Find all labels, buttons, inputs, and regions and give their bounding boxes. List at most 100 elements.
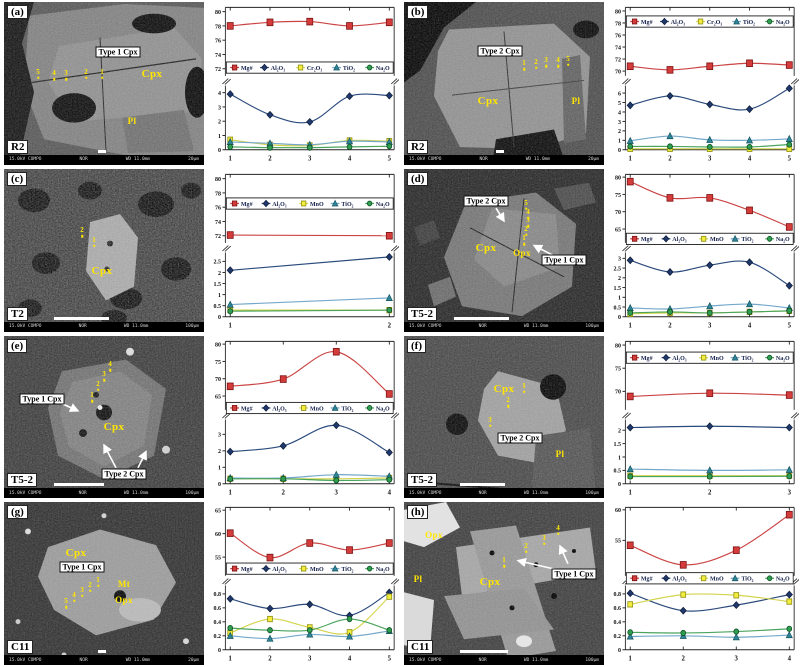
svg-text:MnO: MnO bbox=[310, 566, 324, 573]
sem-art-d bbox=[404, 168, 604, 332]
sem-metabar: 15.0kV COMPO NOR WD 11.0mm 100μm bbox=[404, 488, 604, 499]
type-label: Type 2 Cpx bbox=[463, 195, 509, 207]
sem-meta-mode: NOR bbox=[478, 324, 487, 329]
svg-text:80: 80 bbox=[215, 176, 221, 183]
svg-text:Na₂O: Na₂O bbox=[376, 566, 390, 573]
svg-text:3: 3 bbox=[708, 321, 712, 329]
svg-text:4: 4 bbox=[748, 154, 752, 162]
svg-text:0.8: 0.8 bbox=[213, 591, 221, 598]
sem-meta-kv: 15.0kV COMPO bbox=[409, 324, 442, 329]
analysis-point: 2 bbox=[524, 225, 528, 236]
svg-text:1: 1 bbox=[618, 294, 621, 301]
svg-text:1: 1 bbox=[229, 321, 233, 329]
chart-series-Al₂O₃ bbox=[626, 421, 793, 432]
chart-c: 1 2 72 74 76 78 80 0 0.5 1 1.5 2 2.5 Mg# Al₂O₃ MnO TiO₂ N… bbox=[213, 173, 399, 329]
analysis-point: 4 bbox=[52, 70, 56, 81]
chart-axes: 1 2 3 70 75 80 0 0.5 1 1.5 2 bbox=[613, 340, 799, 496]
svg-text:0.6: 0.6 bbox=[213, 605, 221, 612]
analysis-point: 2 bbox=[88, 581, 92, 593]
svg-text:Mg#: Mg# bbox=[241, 405, 253, 412]
svg-text:1: 1 bbox=[218, 464, 221, 471]
panel-e: (e) T5-2 15.0kV COMPO NOR WD 11.0mm 100μ… bbox=[0, 333, 400, 501]
svg-text:Mg#: Mg# bbox=[241, 566, 253, 573]
analysis-point: 5 bbox=[524, 199, 528, 210]
svg-text:0: 0 bbox=[618, 647, 621, 654]
svg-text:0.8: 0.8 bbox=[613, 591, 621, 598]
analysis-point: 2 bbox=[506, 397, 510, 408]
panel-letter: (a) bbox=[7, 5, 28, 19]
chart-series-Mg# bbox=[626, 59, 793, 74]
scale-bar bbox=[98, 650, 106, 653]
sem-meta-wd: WD 11.0mm bbox=[125, 157, 151, 163]
sample-label: T5-2 bbox=[7, 473, 37, 488]
analysis-point: 1 bbox=[90, 392, 94, 403]
chart-e: 1 2 3 4 65 70 75 80 0 1 2 3 Mg# Al₂O₃ MnO TiO₂ Na₂O bbox=[215, 340, 399, 496]
sem-meta-kv: 15.0kV COMPO bbox=[9, 490, 42, 496]
scale-bar bbox=[54, 316, 109, 320]
svg-text:55: 55 bbox=[615, 538, 621, 545]
svg-text:0: 0 bbox=[618, 147, 621, 154]
chart-legend: Mg# Al₂O₃ MnO TiO₂ Na₂O bbox=[625, 351, 794, 364]
chart-b: 1 2 3 4 5 70 72 74 76 78 80 0 1 2 3 4 5 6 Mg# Al₂O₃ Cr₂O₃ TiO… bbox=[615, 6, 799, 163]
svg-text:3: 3 bbox=[708, 154, 712, 162]
svg-text:TiO₂: TiO₂ bbox=[741, 576, 753, 583]
svg-text:Al₂O₃: Al₂O₃ bbox=[272, 405, 286, 412]
mineral-label: Pl bbox=[571, 96, 581, 107]
sem-art-g bbox=[4, 502, 204, 665]
sample-label: T2 bbox=[7, 306, 28, 321]
panel-g: (g) C11 15.0kV COMPO NOR WD 11.0mm 20μm … bbox=[0, 500, 400, 667]
chart-series-Al₂O₃ bbox=[626, 256, 793, 290]
svg-text:TiO₂: TiO₂ bbox=[341, 566, 353, 573]
analysis-point: 4 bbox=[556, 57, 560, 68]
mineral-label: Cpx bbox=[475, 242, 497, 255]
svg-text:0: 0 bbox=[218, 147, 221, 154]
svg-text:1: 1 bbox=[629, 654, 633, 662]
svg-text:76: 76 bbox=[215, 37, 221, 44]
svg-text:Cr₂O₃: Cr₂O₃ bbox=[307, 65, 322, 72]
svg-text:2: 2 bbox=[668, 154, 672, 162]
sem-metabar: 15.0kV COMPO NOR WD 11.0mm 20μm bbox=[4, 655, 204, 665]
svg-text:Na₂O: Na₂O bbox=[376, 65, 390, 72]
svg-text:MnO: MnO bbox=[310, 405, 324, 412]
analysis-point: 2 bbox=[80, 227, 84, 238]
svg-text:Mg#: Mg# bbox=[641, 19, 653, 26]
sem-meta-kv: 15.0kV COMPO bbox=[9, 324, 42, 329]
sem-meta-mode: NOR bbox=[478, 490, 487, 496]
mineral-label: Pl bbox=[413, 573, 423, 584]
chart-axes: 1 2 3 4 55 60 0 0.2 0.4 0.6 0.8 bbox=[613, 507, 799, 663]
panel-letter: (e) bbox=[7, 338, 28, 353]
svg-text:2: 2 bbox=[218, 118, 221, 125]
svg-text:1: 1 bbox=[218, 133, 221, 140]
sem-meta-wd: WD 11.0mm bbox=[123, 324, 149, 329]
chart-h: 1 2 3 4 55 60 0 0.2 0.4 0.6 0.8 Mg# Al₂O₃ MnO TiO₂ Na₂O bbox=[613, 507, 799, 663]
svg-text:70: 70 bbox=[615, 388, 621, 395]
svg-text:0.6: 0.6 bbox=[613, 605, 621, 612]
mineral-label: Opx bbox=[115, 594, 133, 605]
sem-metabar: 15.0kV COMPO NOR WD 11.0mm 100μm bbox=[404, 321, 604, 332]
svg-text:75: 75 bbox=[615, 365, 621, 372]
sem-meta-kv: 15.0kV COMPO bbox=[409, 157, 442, 163]
svg-text:80: 80 bbox=[615, 8, 621, 15]
svg-text:2: 2 bbox=[218, 447, 221, 454]
chart-legend: Mg# Al₂O₃ MnO TiO₂ Na₂O bbox=[225, 197, 394, 210]
analysis-point: 2 bbox=[524, 542, 528, 554]
sem-meta-kv: 15.0kV COMPO bbox=[409, 490, 442, 496]
svg-text:2: 2 bbox=[668, 321, 672, 329]
svg-text:MnO: MnO bbox=[710, 576, 724, 583]
svg-text:5: 5 bbox=[788, 321, 792, 329]
svg-text:Mg#: Mg# bbox=[641, 354, 653, 361]
sem-meta-scale: 20μm bbox=[588, 157, 599, 163]
svg-text:80: 80 bbox=[615, 342, 621, 349]
sem-meta-kv: 15.0kV COMPO bbox=[9, 657, 42, 663]
svg-text:3: 3 bbox=[218, 104, 221, 111]
scale-bar bbox=[98, 149, 106, 153]
panel-b: (b) R2 15.0kV COMPO NOR WD 11.0mm 20μm T… bbox=[400, 0, 800, 167]
analysis-point: 3 bbox=[64, 70, 68, 81]
svg-text:1: 1 bbox=[629, 154, 633, 162]
sem-meta-kv: 15.0kV COMPO bbox=[9, 157, 42, 163]
svg-text:MnO: MnO bbox=[710, 354, 724, 361]
svg-text:Al₂O₃: Al₂O₃ bbox=[671, 19, 685, 26]
analysis-point: 3 bbox=[488, 416, 492, 428]
svg-text:0.4: 0.4 bbox=[213, 619, 221, 626]
